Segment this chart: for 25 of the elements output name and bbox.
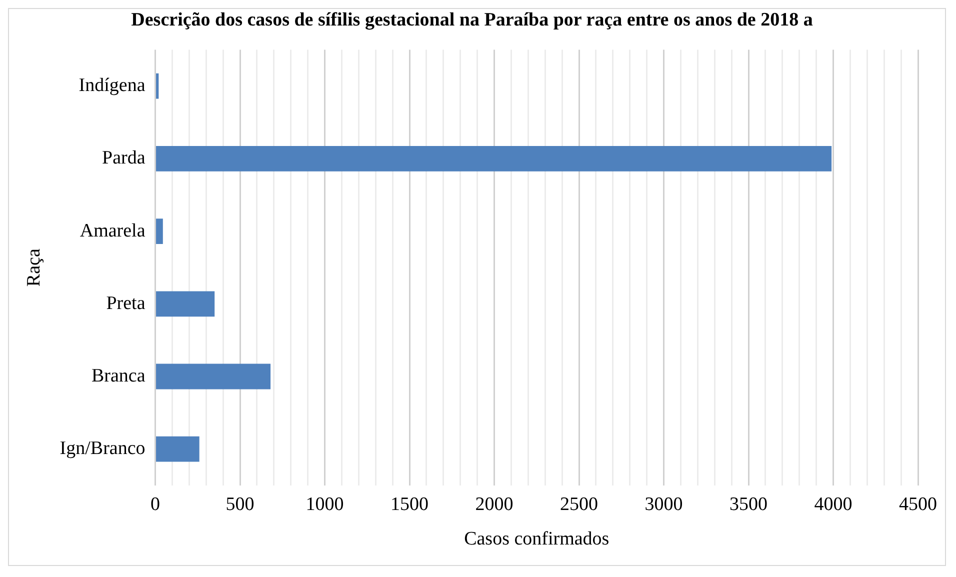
bar <box>156 291 215 317</box>
y-tick-label: Indígena <box>78 75 146 96</box>
y-axis-title: Raça <box>23 248 44 287</box>
y-tick-label: Parda <box>102 148 146 169</box>
x-axis-title: Casos confirmados <box>464 528 610 550</box>
y-tick-label: Branca <box>91 365 146 386</box>
x-tick-label: 4000 <box>814 494 852 515</box>
x-tick-label: 0 <box>150 494 160 515</box>
bar <box>156 364 271 390</box>
bar <box>156 436 200 462</box>
bar <box>156 73 159 99</box>
y-tick-label: Preta <box>106 292 146 314</box>
x-tick-label: 3000 <box>644 494 683 515</box>
bar <box>156 146 832 172</box>
x-tick-label: 4500 <box>899 494 937 515</box>
x-tick-label: 1000 <box>306 494 344 515</box>
x-tick-label: 500 <box>226 494 254 515</box>
y-tick-label: Ign/Branco <box>60 438 146 460</box>
x-tick-label: 3500 <box>730 494 768 515</box>
x-tick-label: 1500 <box>390 494 429 515</box>
x-tick-label: 2000 <box>475 494 514 515</box>
x-tick-label: 2500 <box>560 494 598 515</box>
bar <box>156 218 163 244</box>
chart-title: Descrição dos casos de sífilis gestacional na Paraíba por raça entre os anos de 2018 a <box>131 9 814 30</box>
y-tick-label: Amarela <box>80 220 146 242</box>
